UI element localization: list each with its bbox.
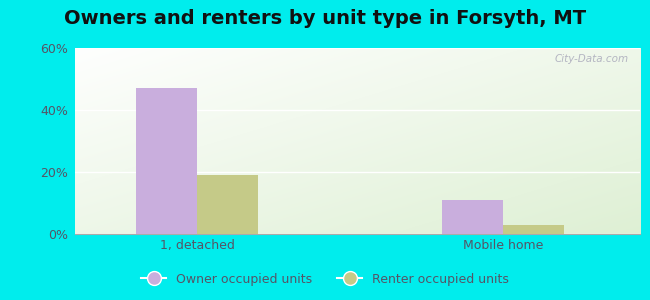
Text: City-Data.com: City-Data.com xyxy=(555,54,629,64)
Bar xyxy=(502,225,564,234)
Text: Owners and renters by unit type in Forsyth, MT: Owners and renters by unit type in Forsy… xyxy=(64,9,586,28)
Bar xyxy=(441,200,502,234)
Legend: Owner occupied units, Renter occupied units: Owner occupied units, Renter occupied un… xyxy=(136,268,514,291)
Bar xyxy=(197,175,258,234)
Bar xyxy=(136,88,197,234)
